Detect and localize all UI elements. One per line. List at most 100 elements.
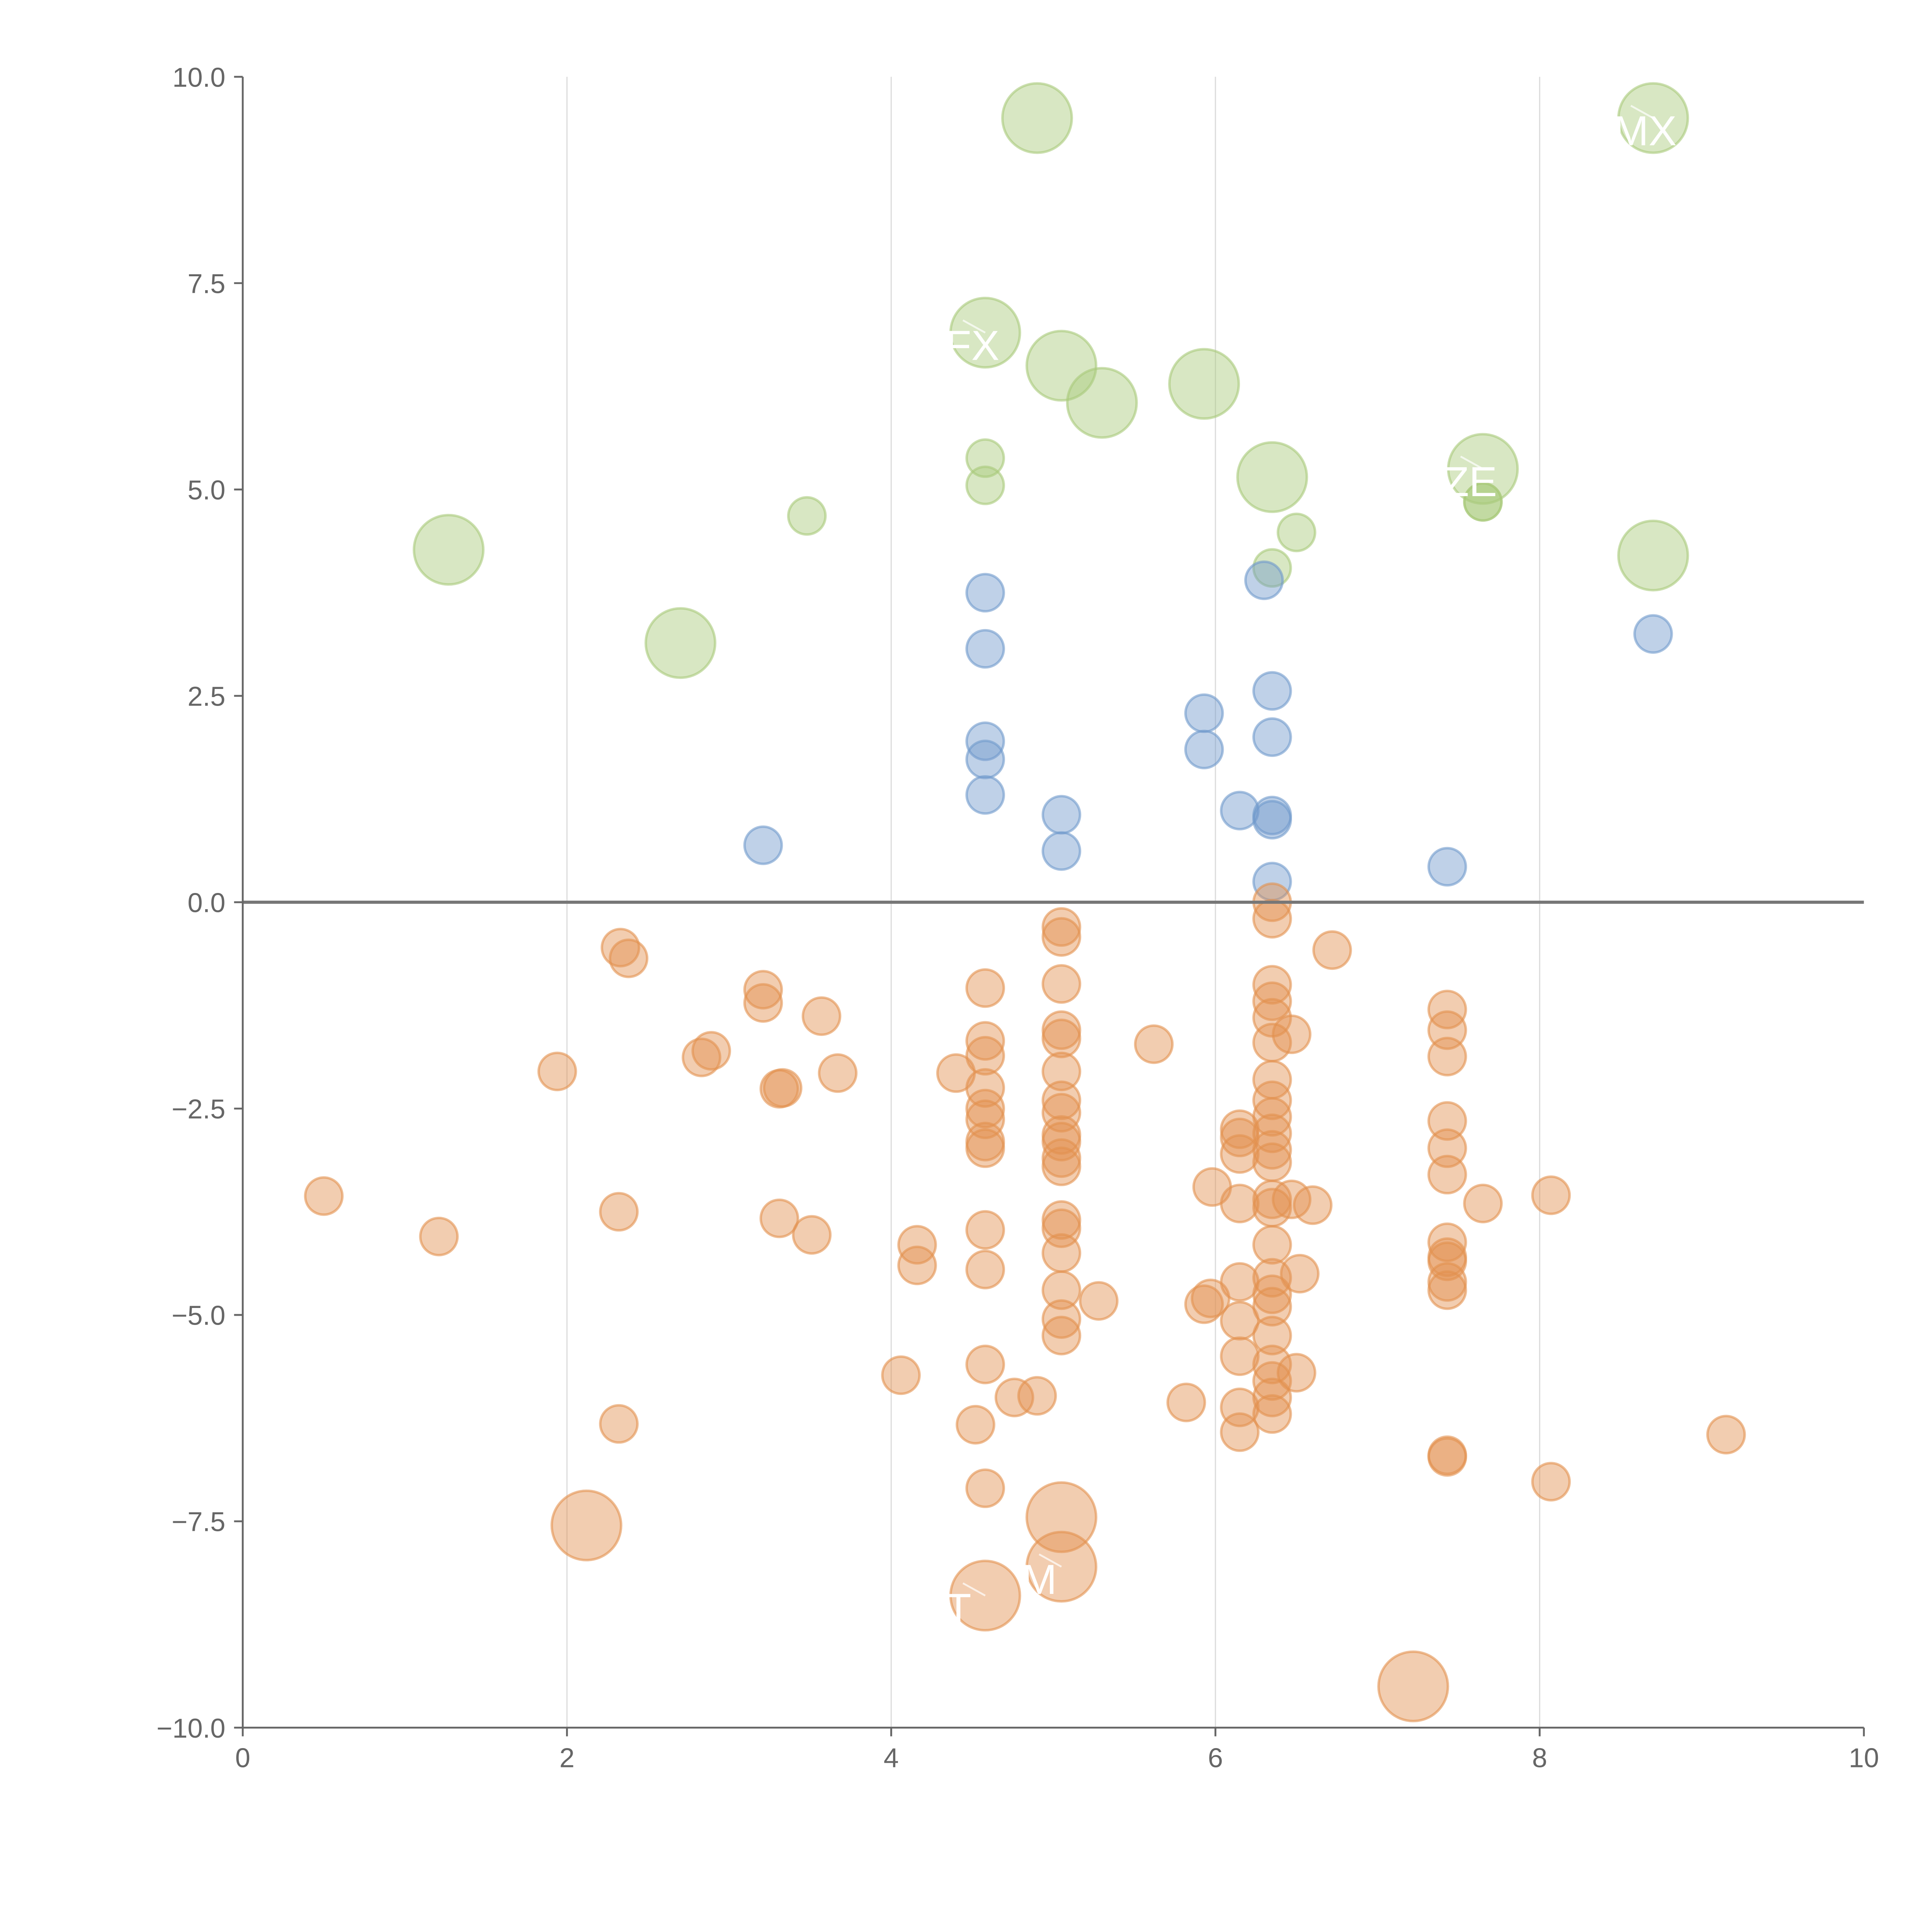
orange-bubble [1252,899,1292,939]
orange-bubble [1041,1051,1082,1092]
orange-bubble [1220,1134,1260,1174]
label-leader-line [962,319,986,334]
orange-bubble [1252,1097,1292,1137]
green-bubble [1277,512,1316,553]
orange-bubble [1280,1253,1320,1294]
green-bubble [1066,367,1138,439]
point-label: FX [946,322,999,369]
orange-bubble [1041,1146,1082,1186]
green-bubble [1001,82,1073,154]
orange-bubble [1220,1184,1260,1223]
orange-bubble [1252,981,1292,1021]
blue-bubble [743,825,783,865]
orange-bubble [1272,1014,1311,1054]
orange-bubble [537,1051,577,1092]
x-tick-label: 0 [235,1743,250,1773]
y-tick: 0.0 [187,888,243,918]
orange-bubble [801,996,842,1036]
y-tick-label: 2.5 [187,681,225,712]
axes: 0 2 4 6 8 10 10.0 7.5 5.0 2.5 0.0 −2.5 −5.0 −7.5 −10.0 [156,62,1879,1773]
orange-bubble [763,1068,803,1108]
orange-bubble [965,1210,1005,1250]
orange-bubble [1427,990,1467,1029]
orange-bubble [818,1053,858,1093]
orange-bubble [965,1099,1005,1139]
green-bubble [413,514,485,586]
y-tick-label: −5.0 [172,1300,225,1331]
point-labels: MX FX ZE T M [946,105,1677,1632]
orange-bubble [1427,1437,1467,1477]
green-bubble [1236,441,1308,513]
y-tick-label: 10.0 [172,62,225,92]
orange-bubble [956,1405,995,1445]
blue-bubble [965,775,1005,815]
point-label: T [946,1585,971,1632]
orange-bubble [1252,1274,1292,1314]
orange-bubble [965,1468,1005,1508]
orange-bubble [965,1128,1005,1168]
orange-bubble [1293,1185,1333,1225]
orange-bubble [1041,1270,1082,1310]
x-tick-label: 4 [884,1743,899,1773]
y-tick-label: 0.0 [187,888,225,918]
y-tick-label: −7.5 [172,1507,225,1537]
orange-bubble [759,1198,799,1238]
y-tick: 7.5 [187,268,243,299]
orange-bubble [599,1404,639,1444]
point-label: M [1022,1556,1057,1603]
blue-bubble [1220,791,1260,831]
orange-bubble [1531,1175,1571,1215]
green-bubble [965,438,1005,478]
y-tick: −7.5 [172,1507,243,1537]
orange-bubble [1041,917,1082,957]
orange-bubble [1252,1287,1292,1327]
label-leader-line [1460,456,1483,470]
blue-bubble [1184,693,1224,733]
blue-bubble [965,629,1005,669]
orange-bubble [1220,1336,1260,1376]
orange-bubble [1312,930,1352,970]
orange-bubble [1252,1080,1292,1120]
y-tick: 10.0 [172,62,243,92]
orange-bubble [1277,1353,1316,1393]
orange-bubble [1079,1281,1119,1321]
orange-bubble [1252,1225,1292,1265]
orange-bubble [965,1344,1005,1384]
x-tick: 4 [884,1728,899,1773]
orange-bubble [1427,1270,1467,1310]
orange-bubble [550,1489,622,1561]
blue-bubble [1427,847,1467,887]
orange-bubble [1166,1383,1206,1422]
data-points [304,82,1746,1723]
orange-bubble [1041,1080,1082,1120]
orange-bubble [1041,1138,1082,1178]
orange-bubble [1041,1316,1082,1355]
x-tick: 2 [560,1728,575,1773]
orange-bubble [304,1176,344,1216]
y-tick: 2.5 [187,681,243,712]
orange-bubble [1041,1299,1082,1339]
point-label: ZE [1443,458,1497,505]
blue-bubble [1041,831,1082,871]
orange-bubble [1134,1024,1174,1064]
x-tick: 10 [1849,1728,1879,1773]
blue-bubble [1633,614,1673,654]
x-tick-label: 8 [1532,1743,1547,1773]
green-bubble [1168,348,1240,420]
y-tick: −10.0 [156,1713,243,1743]
y-tick-label: 5.0 [187,474,225,505]
orange-bubble [897,1245,937,1286]
orange-bubble [1252,1344,1292,1384]
y-tick: −2.5 [172,1094,243,1124]
orange-bubble [1041,907,1082,947]
x-tick-label: 10 [1849,1743,1879,1773]
orange-bubble [1041,1010,1082,1050]
y-tick-label: 7.5 [187,268,225,299]
orange-bubble [1041,964,1082,1004]
orange-bubble [1252,1378,1292,1417]
green-bubble [787,496,827,536]
x-tick: 0 [235,1728,250,1773]
orange-bubble [1427,1262,1467,1302]
orange-bubble [1252,1394,1292,1434]
point-label: MX [1614,107,1677,155]
